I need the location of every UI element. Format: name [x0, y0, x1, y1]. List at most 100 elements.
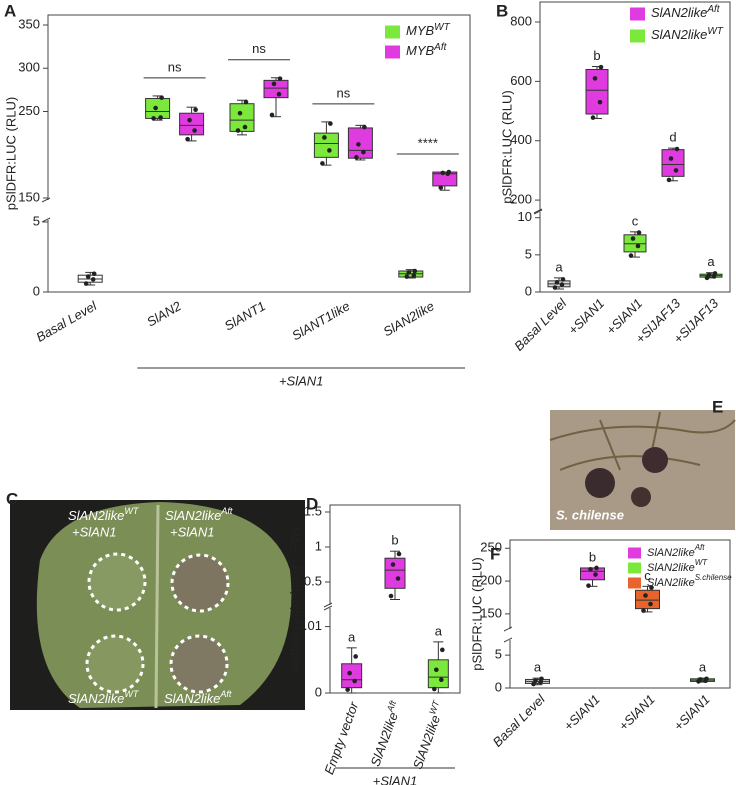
x-tick-label: Basal Level — [490, 691, 549, 750]
data-point — [193, 107, 198, 113]
data-point — [353, 654, 358, 659]
category-text: SlANT1like — [289, 299, 352, 344]
x-tick-label: SlAN2likeWT — [408, 698, 449, 771]
data-point — [404, 274, 410, 279]
significance-label: a — [348, 629, 356, 644]
legend-label: MYBAft — [406, 42, 448, 59]
infiltration-spot — [169, 634, 229, 694]
y-tick-label: 0 — [33, 283, 40, 298]
data-point — [85, 274, 91, 279]
data-point — [361, 149, 366, 155]
data-point — [345, 687, 350, 692]
category-text: SlAN2like — [410, 713, 443, 771]
legend-label: SlAN2likeAft — [651, 4, 721, 21]
y-tick-label: 600 — [510, 73, 532, 88]
category-text: +SlAN1 — [566, 296, 608, 338]
data-point — [628, 253, 634, 258]
berry — [631, 487, 651, 507]
data-point — [83, 281, 89, 286]
legend-sup: WT — [695, 558, 709, 567]
y-axis-label: pSlDFR:LUC (RLU) — [469, 557, 484, 670]
data-point — [440, 647, 445, 653]
data-point — [322, 135, 327, 140]
data-point — [439, 677, 444, 683]
photo-label: SlAN2likeWT — [68, 689, 140, 706]
legend-swatch — [628, 547, 641, 559]
axis-break — [504, 629, 512, 640]
data-point — [594, 565, 599, 571]
data-point — [352, 678, 357, 684]
infiltration-spot — [87, 552, 147, 612]
data-point — [446, 169, 452, 175]
data-point — [649, 585, 654, 590]
label-text: SlAN2like — [68, 508, 124, 523]
photo-label: SlAN2likeAft — [165, 506, 233, 523]
data-point — [533, 678, 538, 684]
box — [347, 127, 373, 159]
group-label: +SlAN1 — [373, 773, 417, 785]
y-tick-label: 0.01 — [297, 618, 322, 633]
y-tick-label: 1.5 — [304, 503, 322, 518]
data-point — [185, 136, 190, 142]
label-sup: WT — [124, 506, 139, 516]
legend-sup: Aft — [706, 4, 720, 15]
photo-label: +SlAN1 — [170, 524, 214, 539]
y-axis-label: Anthocyanin (µg g⁻¹ FW) — [287, 527, 302, 671]
data-point — [242, 124, 248, 130]
significance-label: d — [669, 130, 676, 145]
data-point — [590, 115, 596, 120]
legend-name: SlAN2like — [651, 27, 707, 42]
y-axis-label: pSlDFR:LUC (RLU) — [3, 97, 18, 210]
data-point — [674, 146, 680, 152]
data-point — [593, 572, 598, 577]
legend-name: SlAN2like — [647, 547, 695, 559]
data-point — [362, 124, 367, 130]
label-sup: Aft — [219, 689, 232, 699]
y-tick-label: 0 — [525, 283, 532, 298]
photo-label: SlAN2likeWT — [68, 506, 140, 523]
data-point — [440, 170, 446, 176]
plot-frame — [329, 504, 461, 694]
axis-break-mark — [533, 208, 543, 214]
data-point — [347, 670, 352, 676]
x-tick-label: SlAN2like — [381, 299, 437, 340]
significance-label: b — [589, 549, 596, 564]
axis-break-mark — [323, 605, 333, 611]
data-point — [552, 285, 558, 290]
y-tick-label: 0 — [315, 684, 322, 699]
data-point — [643, 593, 648, 598]
category-text: SlAN2like — [381, 299, 437, 340]
panel-label: E — [712, 397, 723, 416]
y-tick-label: 10 — [518, 209, 532, 224]
data-point — [588, 566, 593, 572]
x-tick-label: +SlAN1 — [616, 692, 658, 734]
data-point — [586, 583, 591, 588]
x-tick-label: Basal Level — [34, 298, 101, 345]
legend-label: SlAN2likeAft — [647, 543, 705, 559]
data-point — [277, 76, 283, 81]
data-point — [237, 110, 243, 116]
data-point — [320, 161, 325, 166]
panel-label: A — [4, 1, 16, 20]
legend-swatch — [628, 562, 641, 574]
x-tick-label: Empty vector — [322, 699, 362, 776]
data-point — [559, 282, 565, 287]
significance-label: b — [593, 48, 600, 63]
y-tick-label: 200 — [510, 192, 532, 207]
fruit-photo: S. chilense — [549, 410, 736, 530]
axis-break — [42, 200, 50, 220]
data-point — [192, 128, 197, 133]
x-tick-label: +SlAN1 — [566, 296, 608, 338]
data-point — [406, 270, 412, 275]
legend-label: SlAN2likeWT — [651, 26, 724, 43]
x-tick-label: +SlAN1 — [561, 692, 603, 734]
category-sup: Aft — [385, 699, 399, 714]
legend-swatch — [385, 45, 400, 59]
axis-break-mark — [41, 217, 51, 223]
box — [580, 567, 605, 581]
legend-name: SlAN2like — [647, 562, 695, 574]
data-point — [158, 115, 163, 120]
y-tick-label: 250 — [480, 540, 502, 555]
data-point — [560, 277, 566, 282]
panel-label: D — [306, 494, 318, 513]
